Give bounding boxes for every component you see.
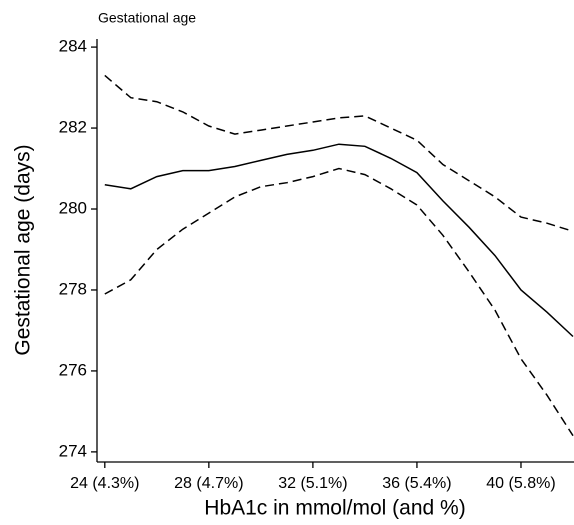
- y-tick-label: 284: [59, 37, 87, 56]
- x-tick-label: 40 (5.8%): [486, 475, 555, 492]
- y-tick-label: 274: [59, 441, 87, 460]
- x-tick-label: 36 (5.4%): [382, 475, 451, 492]
- x-tick-label: 28 (4.7%): [174, 475, 243, 492]
- series-line: [104, 74, 574, 233]
- chart-title: Gestational age: [98, 10, 196, 26]
- x-tick-label: 32 (5.1%): [278, 475, 347, 492]
- y-tick-label: 282: [59, 118, 87, 137]
- series-line: [104, 167, 574, 437]
- x-tick-label: 24 (4.3%): [70, 475, 139, 492]
- x-axis-label: HbA1c in mmol/mol (and %): [204, 497, 465, 520]
- y-tick-label: 278: [59, 279, 87, 298]
- series-line: [104, 143, 574, 338]
- y-tick-label: 280: [59, 198, 87, 217]
- y-tick-label: 276: [59, 360, 87, 379]
- y-axis-label: Gestational age (days): [12, 144, 35, 355]
